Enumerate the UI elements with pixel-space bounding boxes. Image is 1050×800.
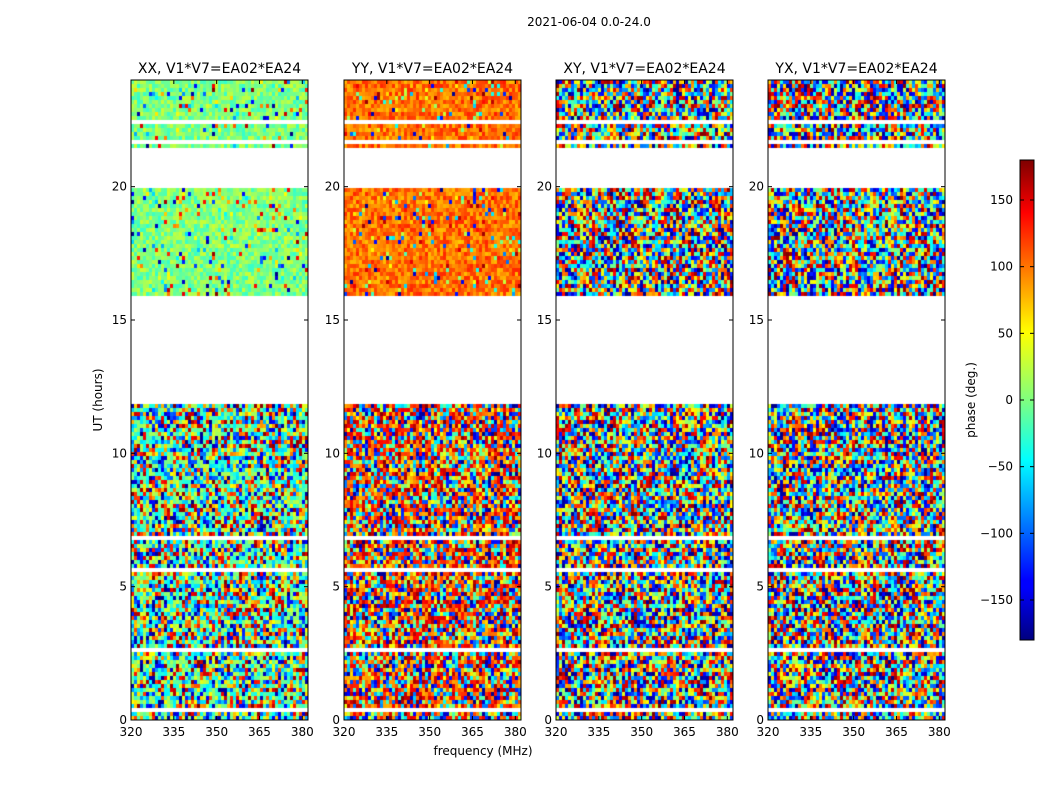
y-tick-label: 20 <box>112 180 127 194</box>
x-tick-label: 320 <box>120 725 143 739</box>
figure-title: 2021-06-04 0.0-24.0 <box>527 15 651 29</box>
colorbar-tick-label: −50 <box>988 460 1013 474</box>
x-tick-label: 365 <box>461 725 484 739</box>
colorbar-tick-label: −100 <box>980 526 1013 540</box>
phase-heatmap <box>344 80 521 720</box>
y-axis-label: UT (hours) <box>91 368 105 431</box>
colorbar-tick-label: 50 <box>998 326 1013 340</box>
x-tick-label: 380 <box>291 725 314 739</box>
colorbar: −150 −100 −50 0 50 100 150 phase (deg.) <box>964 159 1035 641</box>
panel-2: YY, V1*V7=EA02*EA24 320 335 350 365 380 0 5 10 15… <box>325 61 527 739</box>
x-tick-label: 350 <box>842 725 865 739</box>
panel-3: XY, V1*V7=EA02*EA24 320 335 350 365 380 0 5 10 15… <box>537 61 739 739</box>
x-tick-label: 365 <box>248 725 271 739</box>
y-tick-label: 5 <box>332 580 340 594</box>
phase-heatmap <box>556 80 733 720</box>
x-tick-label: 335 <box>587 725 610 739</box>
y-tick-label: 15 <box>537 313 552 327</box>
x-tick-label: 350 <box>418 725 441 739</box>
colorbar-tick-label: 100 <box>990 260 1013 274</box>
y-tick-label: 10 <box>325 446 340 460</box>
colorbar-tick-label: 150 <box>990 193 1013 207</box>
y-tick-label: 0 <box>544 713 552 727</box>
panel-title: YY, V1*V7=EA02*EA24 <box>351 61 513 77</box>
colorbar-label: phase (deg.) <box>964 362 978 438</box>
y-tick-label: 0 <box>119 713 127 727</box>
y-tick-label: 0 <box>756 713 764 727</box>
y-tick-label: 10 <box>749 446 764 460</box>
x-tick-label: 365 <box>673 725 696 739</box>
x-tick-label: 350 <box>205 725 228 739</box>
y-tick-label: 5 <box>119 580 127 594</box>
panel-frame <box>555 79 734 721</box>
y-tick-label: 10 <box>537 446 552 460</box>
y-tick-label: 20 <box>325 180 340 194</box>
x-tick-label: 335 <box>375 725 398 739</box>
x-tick-label: 380 <box>716 725 739 739</box>
y-tick-label: 15 <box>749 313 764 327</box>
x-tick-label: 320 <box>757 725 780 739</box>
panels: XX, V1*V7=EA02*EA24 320 335 350 365 380 0 5 10 15… <box>112 61 951 739</box>
y-tick-label: 20 <box>749 180 764 194</box>
x-tick-label: 335 <box>162 725 185 739</box>
y-tick-label: 5 <box>756 580 764 594</box>
phase-heatmap <box>768 80 945 720</box>
y-tick-label: 20 <box>537 180 552 194</box>
y-tick-label: 15 <box>112 313 127 327</box>
y-tick-label: 0 <box>332 713 340 727</box>
x-tick-label: 380 <box>928 725 951 739</box>
panel-title: YX, V1*V7=EA02*EA24 <box>774 61 937 77</box>
y-tick-label: 15 <box>325 313 340 327</box>
panel-frame <box>130 79 309 721</box>
panel-frame <box>343 79 522 721</box>
x-tick-label: 350 <box>630 725 653 739</box>
panel-1: XX, V1*V7=EA02*EA24 320 335 350 365 380 0 5 10 15… <box>112 61 314 739</box>
y-tick-label: 5 <box>544 580 552 594</box>
panel-title: XX, V1*V7=EA02*EA24 <box>138 61 301 77</box>
colorbar-tick-label: −150 <box>980 593 1013 607</box>
panel-title: XY, V1*V7=EA02*EA24 <box>563 61 725 77</box>
x-tick-label: 365 <box>885 725 908 739</box>
x-axis-label: frequency (MHz) <box>433 744 532 758</box>
x-tick-label: 335 <box>799 725 822 739</box>
panel-4: YX, V1*V7=EA02*EA24 320 335 350 365 380 0 5 10 15… <box>749 61 951 739</box>
x-tick-label: 380 <box>504 725 527 739</box>
colorbar-tick-label: 0 <box>1005 393 1013 407</box>
panel-frame <box>767 79 946 721</box>
x-tick-label: 320 <box>545 725 568 739</box>
y-tick-label: 10 <box>112 446 127 460</box>
x-tick-label: 320 <box>333 725 356 739</box>
colorbar-ticks: −150 −100 −50 0 50 100 150 <box>980 193 1034 607</box>
phase-heatmap <box>131 80 308 720</box>
